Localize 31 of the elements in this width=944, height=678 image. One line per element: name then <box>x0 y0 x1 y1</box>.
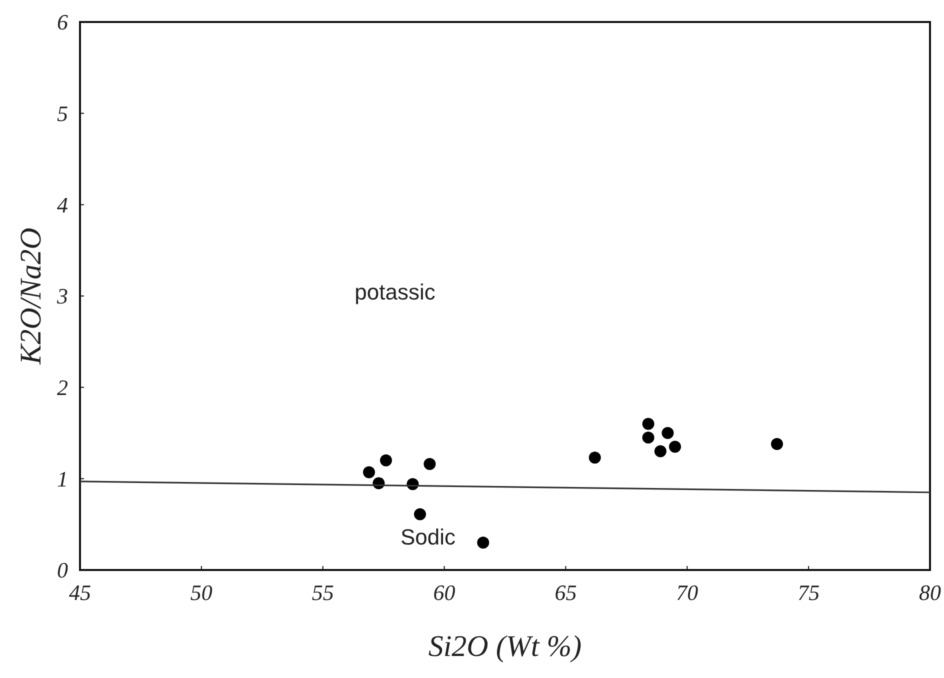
point <box>588 452 601 464</box>
x-tick-label: 75 <box>798 580 820 605</box>
y-tick-label: 1 <box>57 466 68 492</box>
x-tick-label: 70 <box>676 580 698 605</box>
x-axis-title: Si2O (Wt %) <box>428 630 582 663</box>
y-axis-title: K2O/Na2O <box>14 228 48 366</box>
point <box>414 508 426 520</box>
x-tick-label: 80 <box>919 580 941 605</box>
point <box>642 432 654 444</box>
point <box>669 440 681 453</box>
point <box>662 427 674 439</box>
point <box>477 536 490 549</box>
point <box>424 458 436 470</box>
annotation: Sodic <box>400 524 456 550</box>
y-tick-label: 5 <box>57 101 68 126</box>
point <box>771 438 783 450</box>
x-tick-label: 55 <box>312 580 334 605</box>
point <box>654 445 666 458</box>
y-tick-label: 2 <box>57 375 68 400</box>
annotation: potassic <box>354 280 436 305</box>
y-tick-label: 3 <box>56 284 68 309</box>
y-tick-label: 0 <box>57 558 68 583</box>
y-tick-label: 6 <box>57 10 68 35</box>
point <box>380 454 392 466</box>
x-tick-label: 50 <box>190 580 212 605</box>
x-tick-label: 65 <box>554 580 577 605</box>
y-tick-label: 4 <box>57 192 68 218</box>
point <box>642 418 654 430</box>
x-tick-label: 45 <box>69 580 91 605</box>
x-tick-label: 60 <box>433 580 456 605</box>
point <box>363 466 375 478</box>
